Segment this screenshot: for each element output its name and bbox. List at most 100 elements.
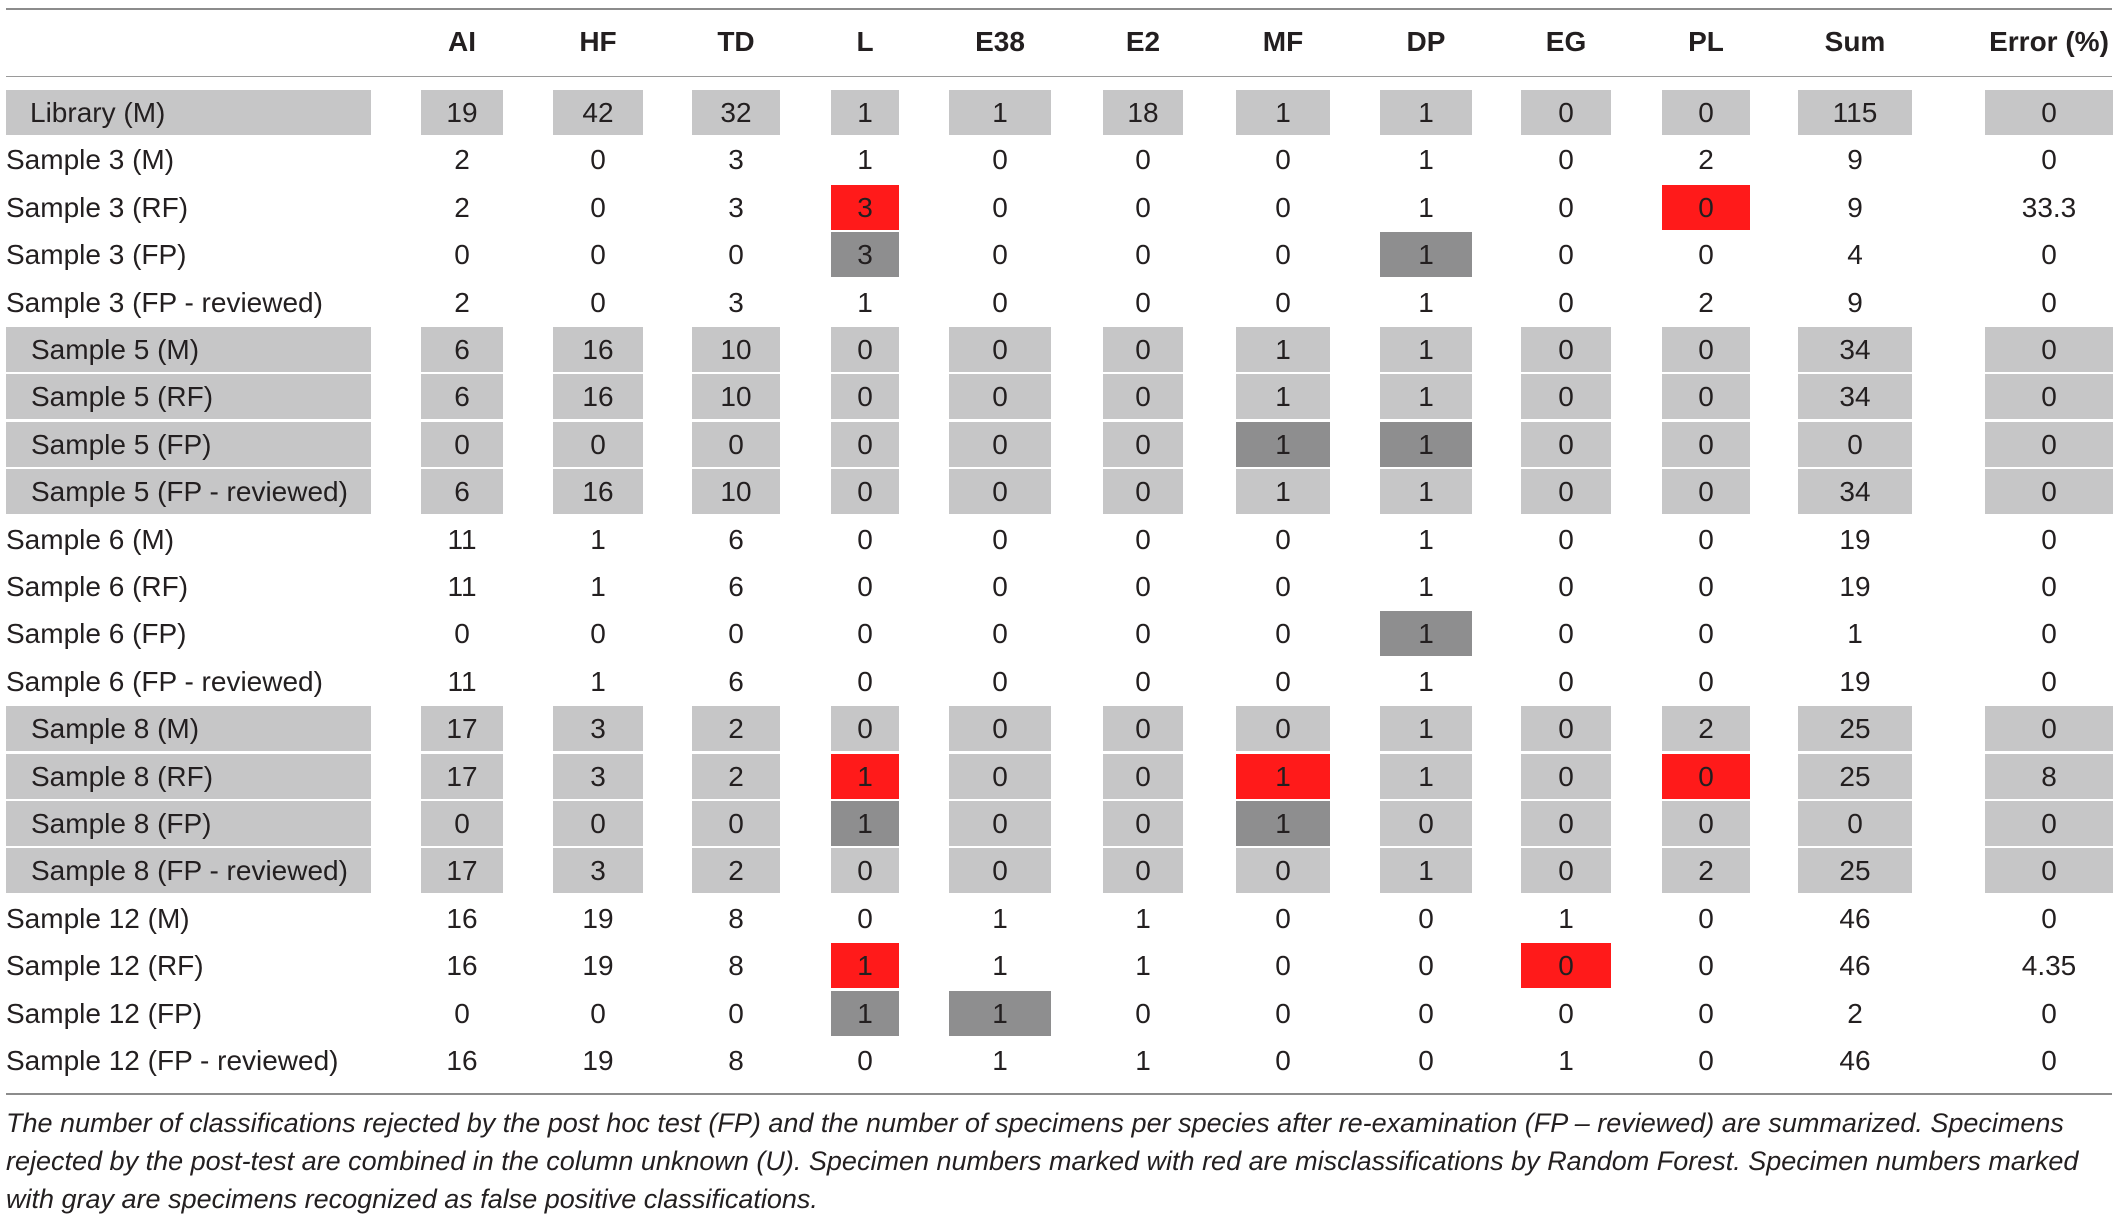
table-row: Sample 8 (FP) 0 0 0 1 0 0 1 0 0 0 0 0	[0, 800, 2118, 847]
cell-dp: 1	[1380, 374, 1472, 420]
cell-mf: 1	[1236, 374, 1330, 420]
cell-dp: 0	[1418, 1045, 1434, 1076]
cell-error: 0	[2041, 618, 2057, 650]
cell-l: 1	[831, 801, 899, 846]
table-row: Sample 12 (M) 16 19 8 0 1 1 0 0 1 0 46 0	[0, 895, 2118, 942]
cell-l: 3	[831, 184, 899, 230]
cell-dp: 0	[1418, 950, 1434, 982]
cell-td: 10	[692, 374, 780, 420]
cell-hf: 19	[582, 902, 614, 934]
cell-ai: 0	[454, 618, 470, 650]
cell-e2: 0	[1135, 286, 1151, 318]
cell-e38: 0	[949, 327, 1051, 372]
cell-e38: 1	[992, 1045, 1008, 1076]
cell-e2: 1	[1135, 1045, 1151, 1076]
cell-e38: 0	[992, 286, 1008, 318]
cell-l: 1	[831, 90, 899, 135]
cell-ai: 16	[446, 950, 478, 982]
cell-hf: 16	[553, 327, 643, 372]
table-row: Sample 3 (M) 2 0 3 1 0 0 0 1 0 2 9 0	[0, 136, 2118, 183]
cell-error: 0	[1985, 90, 2113, 135]
cell-e38: 0	[992, 239, 1008, 271]
cell-mf: 1	[1236, 801, 1330, 846]
cell-e2: 0	[1103, 327, 1183, 372]
cell-dp: 1	[1380, 706, 1472, 752]
cell-eg: 1	[1558, 1045, 1574, 1076]
cell-e38: 0	[992, 618, 1008, 650]
cell-error: 0	[2041, 1045, 2057, 1076]
cell-e38: 0	[949, 848, 1051, 894]
cell-l: 0	[831, 706, 899, 752]
cell-sum: 34	[1798, 327, 1912, 372]
cell-mf: 0	[1236, 848, 1330, 894]
cell-pl: 0	[1698, 239, 1714, 271]
cell-hf: 19	[582, 950, 614, 982]
cell-td: 6	[728, 571, 744, 602]
cell-e38: 0	[949, 801, 1051, 846]
cell-e38: 0	[992, 523, 1008, 555]
cell-e2: 18	[1103, 90, 1183, 135]
table-row: Sample 6 (M) 11 1 6 0 0 0 0 1 0 0 19 0	[0, 516, 2118, 563]
row-label: Sample 3 (RF)	[6, 191, 189, 223]
cell-error: 0	[1985, 801, 2113, 846]
cell-l: 1	[857, 286, 873, 318]
cell-ai: 6	[421, 327, 503, 372]
cell-td: 8	[728, 1045, 744, 1076]
cell-error: 0	[2041, 997, 2057, 1029]
cell-mf: 0	[1275, 618, 1291, 650]
table-footnote: The number of classifications rejected b…	[6, 1108, 2079, 1214]
row-label: Sample 6 (FP - reviewed)	[6, 665, 323, 697]
cell-error: 0	[2041, 665, 2057, 697]
cell-l: 0	[831, 421, 899, 467]
cell-sum: 46	[1839, 902, 1871, 934]
cell-hf: 0	[590, 191, 606, 223]
cell-sum: 1	[1847, 618, 1863, 650]
cell-pl: 0	[1698, 665, 1714, 697]
cell-td: 32	[692, 90, 780, 135]
cell-sum: 46	[1839, 1045, 1871, 1076]
row-label: Sample 6 (M)	[6, 523, 175, 555]
cell-td: 0	[692, 421, 780, 467]
cell-eg: 0	[1521, 801, 1611, 846]
row-label: Sample 5 (RF)	[6, 374, 371, 420]
cell-td: 3	[728, 144, 744, 176]
cell-eg: 0	[1558, 191, 1574, 223]
cell-e2: 0	[1135, 571, 1151, 602]
row-label: Sample 3 (FP - reviewed)	[6, 286, 323, 318]
column-header-l: L	[856, 26, 874, 57]
cell-eg: 0	[1558, 144, 1574, 176]
cell-dp: 1	[1380, 327, 1472, 372]
row-label: Sample 8 (FP)	[6, 801, 371, 846]
cell-pl: 0	[1698, 902, 1714, 934]
column-header-td: TD	[717, 26, 755, 57]
cell-e38: 0	[992, 571, 1008, 602]
table-row: Sample 12 (FP) 0 0 0 1 1 0 0 0 0 0 2 0	[0, 990, 2118, 1037]
column-header-e2: E2	[1125, 26, 1161, 57]
row-label: Sample 8 (RF)	[6, 753, 371, 799]
cell-td: 10	[692, 327, 780, 372]
cell-td: 3	[728, 191, 744, 223]
cell-sum: 19	[1839, 523, 1871, 555]
cell-l: 1	[857, 144, 873, 176]
table-row: Sample 3 (RF) 2 0 3 3 0 0 0 1 0 0 9 33.3	[0, 184, 2118, 231]
cell-td: 8	[728, 902, 744, 934]
cell-eg: 0	[1558, 571, 1574, 602]
row-label: Sample 3 (M)	[6, 144, 175, 176]
cell-dp: 1	[1418, 665, 1434, 697]
cell-eg: 0	[1558, 239, 1574, 271]
cell-e2: 1	[1135, 902, 1151, 934]
cell-mf: 0	[1275, 239, 1291, 271]
cell-mf: 1	[1236, 90, 1330, 135]
cell-error: 0	[2041, 144, 2057, 176]
cell-e2: 0	[1103, 421, 1183, 467]
cell-pl: 0	[1662, 327, 1750, 372]
cell-e38: 1	[992, 902, 1008, 934]
cell-pl: 2	[1698, 286, 1714, 318]
cell-e2: 0	[1135, 997, 1151, 1029]
row-label: Library (M)	[6, 90, 371, 135]
cell-e38: 0	[949, 469, 1051, 515]
cell-eg: 0	[1558, 523, 1574, 555]
cell-sum: 25	[1798, 753, 1912, 799]
cell-pl: 0	[1662, 90, 1750, 135]
cell-e38: 1	[949, 990, 1051, 1036]
